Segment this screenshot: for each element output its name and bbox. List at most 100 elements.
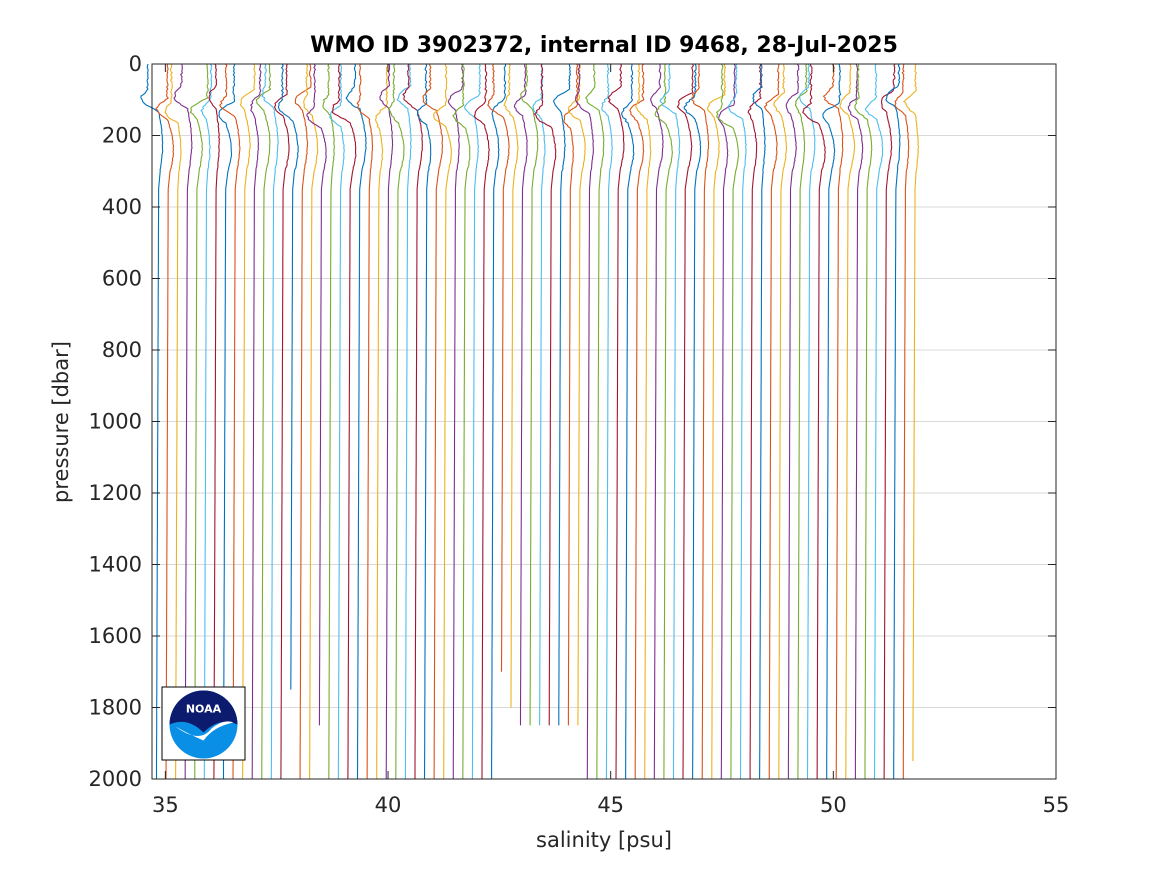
salinity-profile-line — [747, 63, 762, 779]
salinity-profile-line — [513, 63, 528, 726]
noaa-logo-wordmark: NOAA — [186, 703, 222, 716]
salinity-profile-line — [452, 63, 471, 780]
salinity-profile-line — [294, 63, 312, 779]
salinity-profile-line — [491, 63, 507, 779]
salinity-profile-line — [691, 64, 710, 780]
salinity-profile-line — [794, 63, 808, 780]
salinity-profile-line — [773, 64, 788, 780]
salinity-profile-line — [822, 63, 844, 780]
salinity-profile-line — [718, 63, 736, 780]
salinity-profile-line — [520, 63, 539, 726]
noaa-logo-sky — [169, 690, 238, 733]
salinity-profile-line — [345, 63, 367, 780]
salinity-profile-line — [503, 63, 519, 708]
salinity-profile-line — [676, 63, 694, 780]
salinity-profile-line — [635, 63, 652, 780]
salinity-profile-line — [322, 63, 335, 780]
salinity-profile-line — [654, 63, 673, 780]
salinity-profile-line — [715, 63, 740, 780]
x-axis-label: salinity [psu] — [536, 828, 672, 852]
salinity-profile-line — [277, 63, 299, 690]
salinity-profile-line — [422, 63, 444, 780]
salinity-profile-line — [189, 63, 209, 779]
salinity-profile-line — [885, 63, 901, 779]
salinity-profile-line — [487, 63, 510, 672]
x-tick-label: 50 — [820, 793, 847, 817]
salinity-profile-line — [388, 63, 405, 780]
y-tick-label: 1400 — [89, 553, 142, 577]
salinity-profile-line — [379, 63, 394, 780]
salinity-profile-line — [356, 63, 374, 780]
salinity-profile-line — [575, 63, 594, 780]
y-tick-label: 400 — [102, 195, 142, 219]
salinity-profile-line — [447, 63, 465, 779]
y-tick-label: 2000 — [89, 767, 142, 791]
salinity-profile-line — [208, 63, 221, 780]
profiles-layer — [140, 63, 920, 780]
salinity-profile-line — [785, 63, 800, 779]
y-tick-label: 1800 — [89, 696, 142, 720]
x-tick-label: 55 — [1043, 793, 1070, 817]
salinity-profile-line — [396, 63, 412, 780]
noaa-logo-gull — [175, 721, 234, 741]
y-tick-label: 1000 — [89, 410, 142, 434]
salinity-profile-line — [164, 64, 182, 780]
salinity-profile-line — [402, 63, 423, 779]
salinity-profile-line — [706, 63, 727, 779]
salinity-profile-line — [329, 64, 345, 779]
chart-title: WMO ID 3902372, internal ID 9468, 28-Jul… — [310, 33, 898, 58]
salinity-profile-line — [802, 63, 826, 780]
y-tick-label: 200 — [102, 124, 142, 148]
salinity-profile-line — [239, 63, 256, 780]
salinity-profile-line — [880, 63, 896, 780]
noaa-logo: NOAA — [161, 686, 246, 761]
salinity-profile-line — [894, 63, 910, 779]
salinity-profile-line — [839, 63, 856, 780]
salinity-profile-line — [250, 63, 262, 780]
salinity-profile-line — [864, 63, 884, 780]
y-axis-label: pressure [dbar] — [49, 341, 73, 503]
salinity-profile-line — [763, 63, 780, 780]
salinity-profile-line — [218, 63, 236, 779]
salinity-profile-line — [585, 63, 605, 779]
salinity-profile-line — [650, 64, 664, 780]
salinity-profile-line — [464, 63, 482, 780]
salinity-profile-line — [219, 63, 241, 780]
salinity-profile-line — [621, 63, 635, 780]
salinity-profile-line — [473, 63, 490, 779]
y-tick-label: 800 — [102, 338, 142, 362]
salinity-profile-line — [533, 63, 557, 726]
salinity-profile-line — [683, 63, 702, 780]
y-tick-label: 600 — [102, 267, 142, 291]
salinity-profile-line — [903, 63, 920, 762]
salinity-profile-line — [607, 63, 625, 780]
salinity-profile-line — [629, 63, 645, 779]
grid-layer — [152, 135, 1056, 708]
x-tick-label: 45 — [597, 793, 624, 817]
salinity-profile-line — [601, 63, 613, 780]
x-tick-label: 40 — [375, 793, 402, 817]
salinity-profile-line — [303, 63, 319, 780]
salinity-profile-line — [261, 63, 279, 780]
y-tick-label: 1200 — [89, 481, 142, 505]
salinity-profile-line — [659, 63, 681, 779]
salinity-profile-line — [273, 63, 290, 780]
y-tick-label: 0 — [129, 52, 142, 76]
salinity-profile-line — [306, 63, 327, 726]
x-tick-label: 35 — [152, 793, 179, 817]
salinity-profile-line — [752, 63, 766, 780]
salinity-profile-line — [173, 63, 193, 779]
salinity-profile-line — [822, 64, 842, 779]
salinity-profile-line — [255, 63, 272, 779]
ticks-layer: 0 200 400 600 800 1000 1200 1400 1600 1800 2000 35 4… — [89, 52, 1070, 817]
salinity-profile-line — [553, 63, 572, 726]
salinity-profile-line — [727, 63, 747, 780]
salinity-profile-line — [200, 63, 213, 780]
salinity-profile-line — [140, 63, 164, 779]
salinity-profile-line — [331, 63, 357, 780]
salinity-profile-line — [563, 63, 579, 726]
salinity-profile-line — [799, 63, 816, 780]
salinity-profile-line — [375, 63, 389, 779]
